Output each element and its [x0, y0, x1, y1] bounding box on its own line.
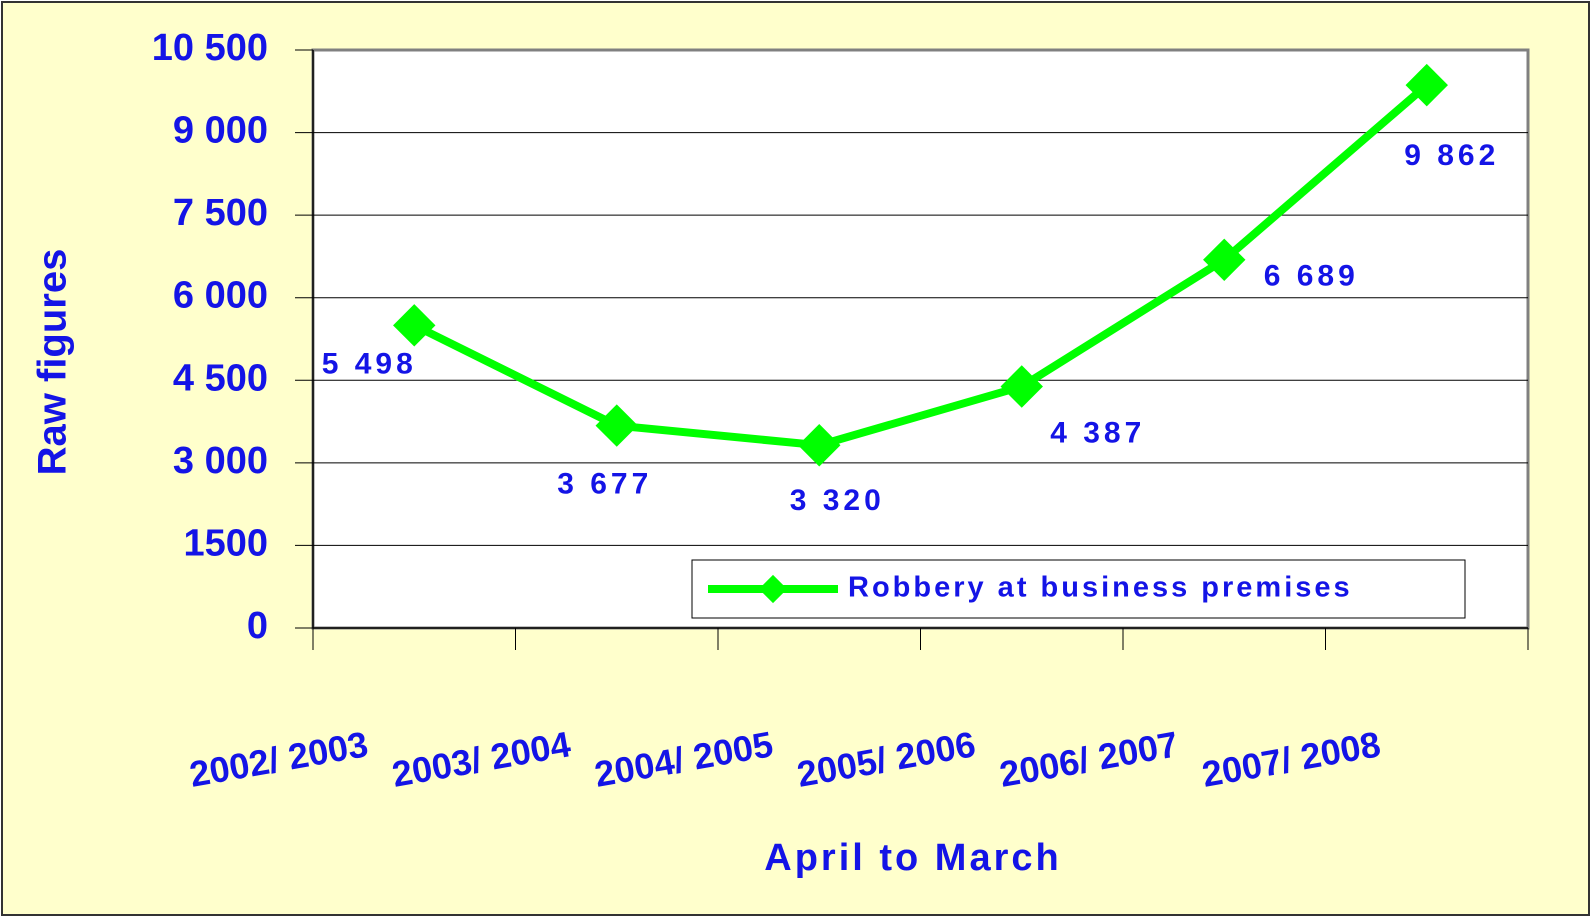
marker [393, 304, 436, 347]
marker [1203, 238, 1246, 281]
marker [1405, 63, 1448, 107]
data-label: 3 320 [790, 484, 885, 517]
y-tick-label: 6 000 [173, 275, 268, 317]
data-label: 5 498 [322, 347, 417, 380]
data-label: 6 689 [1264, 260, 1359, 293]
line [412, 82, 1430, 450]
y-tick-label: 1500 [183, 522, 268, 564]
y-tick-label: 9 000 [173, 110, 268, 152]
y-tick-label: 0 [247, 605, 268, 647]
legend-label: Robbery at business premises [848, 572, 1353, 604]
y-tick-label: 7 500 [173, 192, 268, 234]
data-label: 4 387 [1050, 416, 1145, 449]
x-axis-title: April to March [764, 837, 1061, 879]
legend-marker [758, 574, 788, 604]
data-label: 9 862 [1404, 139, 1499, 172]
plot-area [311, 48, 1530, 630]
y-axis-title: Raw figures [31, 249, 75, 476]
y-tick-label: 10 500 [152, 27, 268, 69]
y-tick-label: 4 500 [173, 357, 268, 399]
y-tick-label: 3 000 [173, 440, 268, 482]
data-label: 3 677 [557, 468, 652, 501]
